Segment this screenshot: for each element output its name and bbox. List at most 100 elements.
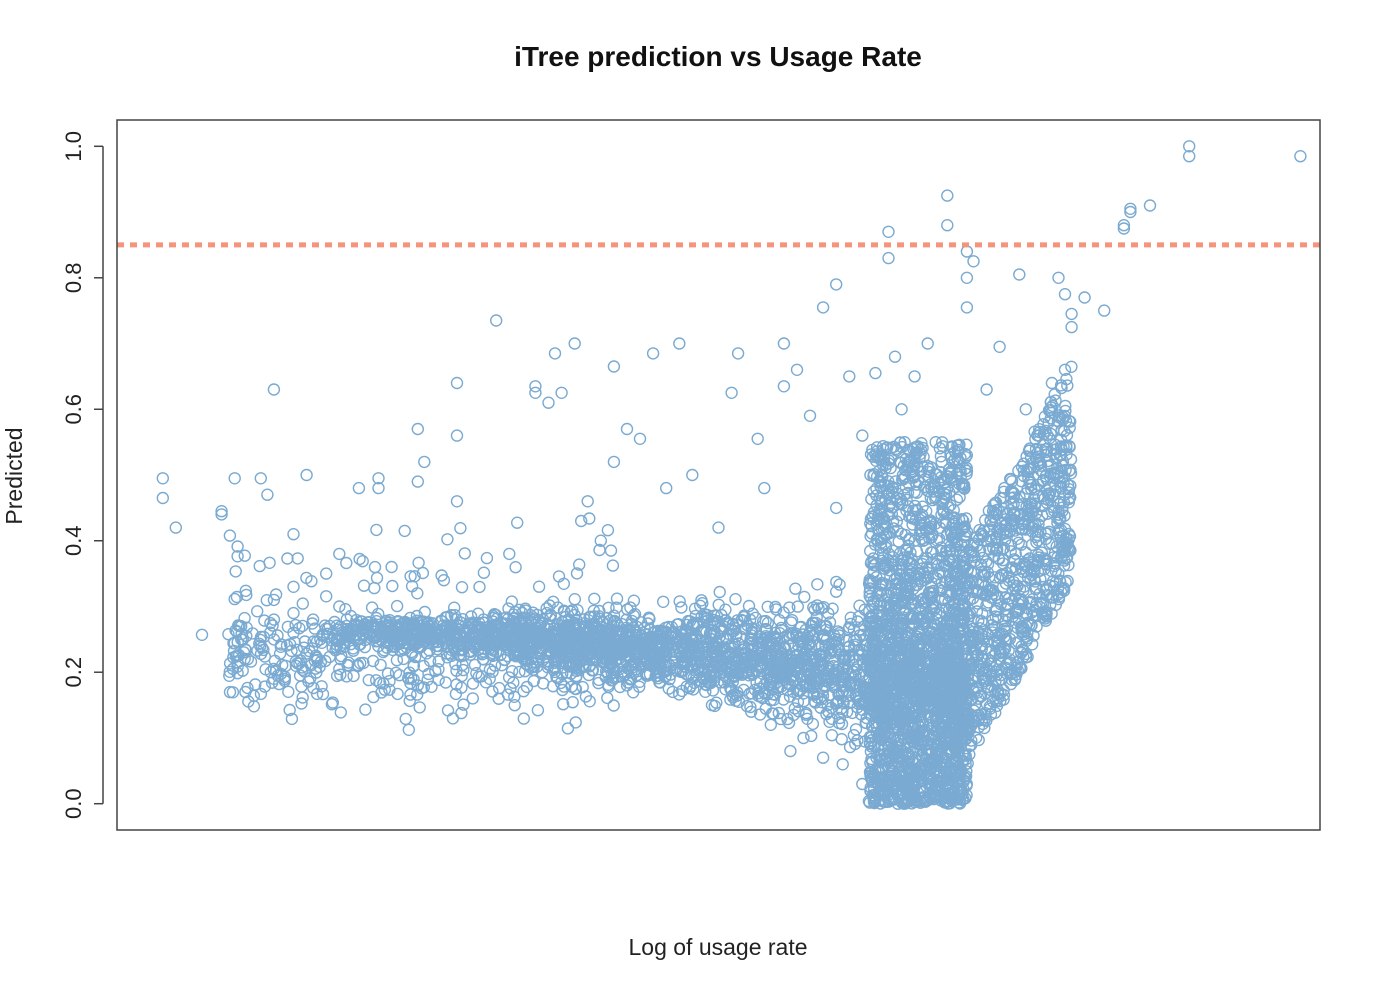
dense-point: [873, 685, 886, 698]
dense-point: [934, 450, 948, 463]
dense-point: [910, 446, 924, 459]
dense-point: [889, 747, 902, 761]
dense-point: [873, 491, 886, 505]
dense-point: [719, 683, 732, 696]
dense-point: [894, 456, 908, 470]
dense-point: [749, 664, 763, 677]
dense-point: [758, 650, 771, 663]
dense-point: [835, 669, 848, 682]
dense-point: [889, 688, 903, 702]
dense-point: [922, 469, 935, 483]
dense-point: [933, 565, 947, 579]
dense-point: [960, 512, 973, 525]
dense-point: [879, 726, 892, 739]
dense-point: [915, 574, 928, 588]
dense-point: [934, 788, 948, 801]
dense-point: [758, 633, 771, 646]
dense-point: [685, 633, 698, 646]
dense-point: [1005, 485, 1018, 498]
dense-point: [753, 708, 767, 721]
dense-point: [957, 479, 971, 492]
dense-point: [724, 693, 737, 706]
dense-point: [865, 730, 878, 744]
dense-point: [879, 529, 892, 542]
dense-point: [889, 632, 902, 646]
dense-point: [938, 476, 952, 489]
dense-point: [942, 697, 955, 710]
dense-point: [850, 634, 863, 647]
dense-point: [737, 610, 751, 624]
dense-point: [895, 527, 908, 540]
dense-point: [830, 585, 843, 598]
dense-point: [917, 567, 931, 580]
dense-point: [873, 643, 886, 656]
dense-point: [680, 633, 693, 646]
dense-point: [951, 782, 965, 795]
dense-point: [875, 505, 888, 519]
dense-point: [431, 635, 444, 648]
dense-point: [797, 694, 811, 708]
dense-point: [880, 539, 893, 552]
dense-point: [882, 769, 895, 783]
dense-point: [851, 615, 864, 628]
dense-point: [627, 594, 641, 607]
dense-point: [853, 599, 866, 612]
dense-point: [794, 683, 807, 697]
dense-point: [893, 577, 906, 591]
dense-point: [761, 616, 774, 630]
dense-point: [624, 601, 637, 614]
dense-point: [943, 466, 957, 479]
dense-point: [825, 643, 838, 656]
dense-point: [933, 745, 947, 759]
dense-point: [863, 586, 876, 599]
dense-point: [509, 650, 523, 663]
dense-point: [729, 694, 742, 707]
dense-point: [891, 797, 905, 810]
dense-point: [898, 718, 911, 731]
dense-point: [791, 600, 804, 613]
dense-point: [1052, 592, 1066, 606]
dense-point: [726, 625, 740, 638]
dense-point: [817, 601, 830, 614]
dense-point: [927, 480, 941, 493]
dense-point: [819, 680, 832, 694]
dense-point: [867, 468, 881, 481]
dense-point: [1019, 546, 1032, 559]
dense-point: [705, 615, 718, 629]
dense-point: [914, 625, 928, 639]
dense-point: [893, 508, 907, 522]
dense-point: [909, 646, 923, 659]
dense-point: [911, 503, 924, 517]
dense-point: [902, 443, 916, 457]
dense-point: [704, 670, 717, 683]
dense-point: [786, 669, 799, 682]
dense-point: [867, 597, 880, 611]
dense-point: [905, 763, 918, 776]
dense-point: [803, 637, 817, 650]
dense-point: [876, 672, 889, 686]
dense-point: [807, 687, 820, 700]
dense-point: [905, 683, 918, 696]
dense-point: [997, 541, 1011, 555]
dense-point: [875, 468, 888, 481]
dense-point: [933, 532, 946, 546]
dense-point: [875, 619, 888, 633]
dense-point: [867, 552, 880, 565]
dense-point: [790, 653, 803, 667]
dense-point: [704, 632, 717, 645]
dense-point: [945, 440, 959, 453]
dense-point: [769, 603, 783, 616]
dense-point: [795, 620, 808, 634]
dense-point: [653, 676, 666, 689]
dense-point: [625, 658, 638, 672]
dense-point: [927, 737, 940, 750]
dense-point: [807, 617, 820, 630]
dense-point: [688, 602, 702, 615]
dense-point: [929, 492, 942, 505]
dense-point: [1020, 450, 1033, 463]
dense-point: [1061, 379, 1074, 392]
dense-point: [953, 797, 967, 810]
dense-point: [940, 544, 953, 557]
dense-point: [409, 638, 422, 651]
